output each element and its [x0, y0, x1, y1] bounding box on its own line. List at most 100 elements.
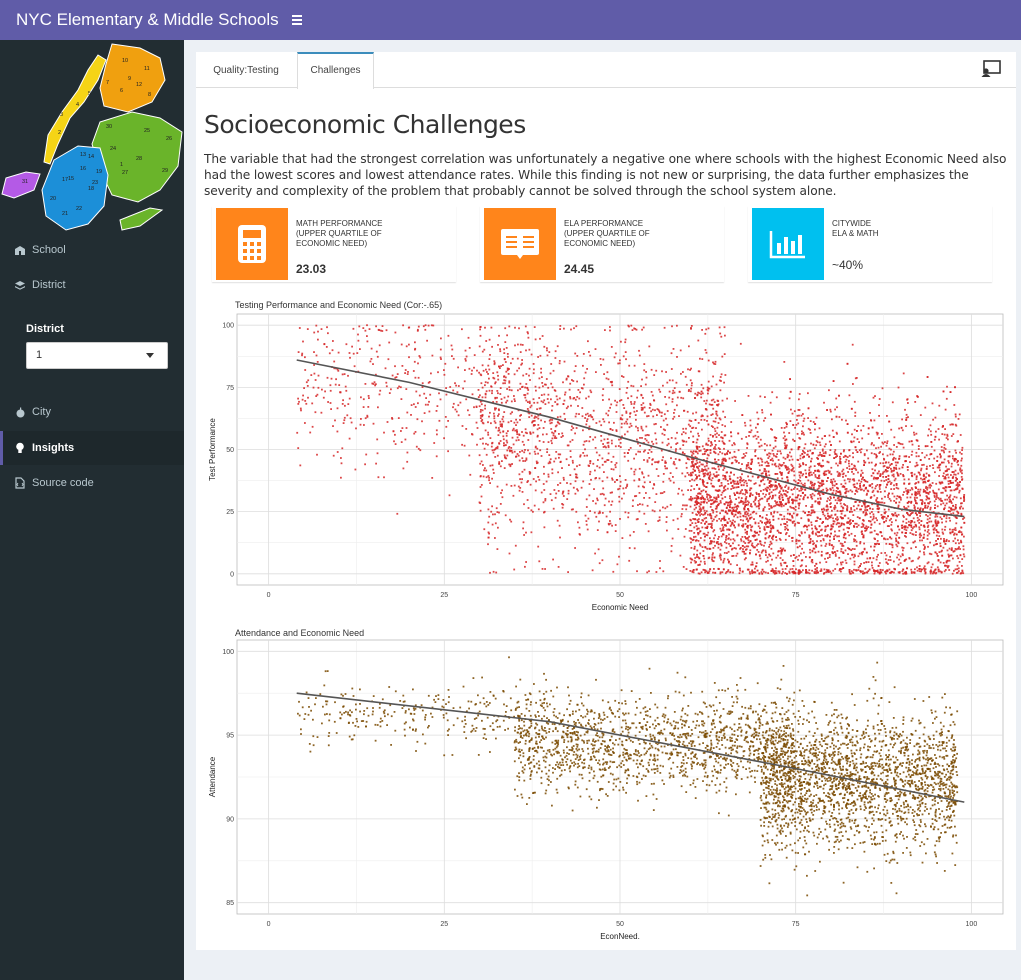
scatter-point	[539, 354, 542, 357]
scatter-point	[506, 388, 508, 390]
scatter-point	[613, 356, 616, 359]
scatter-point	[488, 389, 491, 392]
scatter-point	[555, 451, 558, 453]
scatter-point	[938, 466, 941, 469]
sidebar-toggle-button[interactable]	[283, 0, 311, 40]
scatter-point	[663, 413, 666, 416]
scatter-point	[701, 414, 704, 417]
scatter-point	[819, 498, 822, 500]
scatter-point	[879, 451, 881, 453]
scatter-point	[693, 479, 696, 482]
scatter-point	[676, 517, 679, 520]
scatter-point	[709, 452, 712, 454]
scatter-point	[924, 572, 927, 575]
scatter-point	[497, 413, 500, 416]
scatter-point	[860, 480, 863, 483]
scatter-point	[542, 433, 544, 436]
scatter-point	[699, 507, 702, 510]
scatter-point	[699, 357, 701, 360]
scatter-point	[747, 514, 750, 517]
sidebar-item-source-code[interactable]: Source code	[0, 466, 184, 500]
scatter-point	[614, 466, 617, 469]
scatter-point	[903, 516, 905, 518]
scatter-point	[844, 533, 847, 535]
scatter-point	[853, 538, 855, 541]
scatter-point	[692, 452, 695, 455]
scatter-point	[881, 473, 884, 475]
scatter-point	[493, 420, 496, 423]
scatter-point	[559, 328, 561, 330]
scatter-point	[701, 392, 704, 395]
scatter-point	[401, 365, 404, 367]
scatter-point	[697, 435, 700, 437]
scatter-point	[602, 443, 604, 445]
sidebar-item-insights[interactable]: Insights	[0, 431, 184, 465]
scatter-point	[487, 443, 489, 446]
scatter-point	[662, 428, 665, 431]
tab-quality-testing[interactable]: Quality:Testing	[213, 65, 279, 76]
scatter-point	[487, 373, 489, 375]
scatter-point	[313, 331, 316, 334]
scatter-point	[326, 326, 328, 329]
district-select[interactable]: 1	[26, 342, 168, 369]
scatter-point	[758, 572, 761, 575]
scatter-point	[727, 550, 730, 553]
sidebar-item-school[interactable]: School	[0, 233, 184, 267]
scatter-point	[573, 370, 576, 373]
scatter-point	[756, 493, 758, 495]
scatter-point	[665, 371, 667, 373]
scatter-point	[948, 517, 951, 519]
scatter-point	[504, 457, 507, 459]
scatter-point	[585, 397, 587, 400]
scatter-point	[348, 397, 351, 400]
scatter-point	[606, 531, 609, 534]
scatter-point	[602, 446, 605, 448]
scatter-point	[851, 571, 854, 574]
scatter-point	[478, 345, 481, 348]
scatter-point	[359, 348, 361, 350]
scatter-point	[703, 532, 706, 535]
scatter-point	[424, 403, 427, 406]
scatter-point	[907, 416, 909, 418]
scatter-point	[485, 442, 487, 445]
scatter-point	[537, 424, 540, 426]
scatter-point	[565, 377, 568, 380]
scatter-point	[719, 448, 721, 450]
scatter-point	[586, 528, 589, 531]
scatter-point	[833, 508, 836, 511]
scatter-point	[648, 570, 650, 573]
scatter-point	[763, 470, 766, 473]
scatter-point	[630, 403, 633, 405]
scatter-point	[822, 538, 825, 540]
scatter-point	[512, 427, 515, 430]
sidebar-item-district[interactable]: District	[0, 268, 184, 302]
scatter-point	[497, 408, 500, 411]
scatter-point	[954, 449, 957, 452]
scatter-point	[773, 511, 775, 514]
scatter-point	[671, 325, 673, 328]
tab-challenges[interactable]: Challenges	[297, 52, 374, 89]
scatter-point	[952, 475, 955, 478]
scatter-point	[493, 377, 496, 380]
scatter-point	[708, 477, 710, 479]
scatter-point	[681, 433, 683, 436]
scatter-point	[763, 570, 765, 573]
present-icon[interactable]	[980, 60, 1002, 78]
scatter-point	[692, 518, 695, 520]
scatter-point	[854, 522, 857, 525]
sidebar-item-city[interactable]: City	[0, 395, 184, 429]
scatter-point	[818, 501, 821, 504]
scatter-point	[635, 495, 638, 497]
scatter-point	[831, 509, 833, 512]
scatter-point	[607, 444, 610, 447]
scatter-point	[960, 539, 962, 542]
scatter-point	[781, 568, 784, 571]
map-district-label: 29	[162, 168, 168, 174]
scatter-point	[711, 477, 714, 479]
scatter-point	[620, 426, 623, 429]
scatter-point	[896, 471, 899, 474]
scatter-point	[697, 518, 700, 520]
scatter-point	[540, 394, 543, 396]
scatter-point	[933, 544, 935, 547]
